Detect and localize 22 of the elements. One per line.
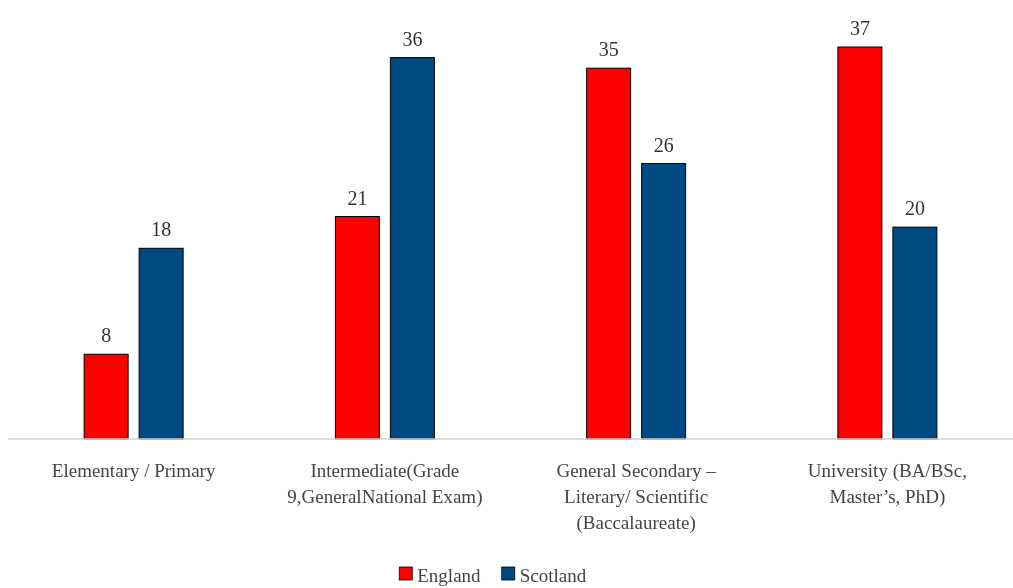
bar xyxy=(334,216,380,440)
x-tick-label: Elementary / Primary xyxy=(51,460,216,481)
legend-label: England xyxy=(417,565,482,586)
bar xyxy=(892,226,938,440)
x-tick-label: General Secondary – Literary/ Scientific (Baccalaureate) xyxy=(556,460,717,534)
bar xyxy=(586,67,632,440)
data-label: 37 xyxy=(849,17,870,39)
data-label: 36 xyxy=(402,27,423,50)
data-label: 26 xyxy=(653,133,674,156)
data-label: 35 xyxy=(598,38,619,61)
data-label: 8 xyxy=(101,324,112,347)
bar xyxy=(641,163,687,440)
legend-label: Scotland xyxy=(519,565,587,586)
data-label: 18 xyxy=(151,218,172,241)
bar xyxy=(389,57,435,440)
bar xyxy=(83,353,129,440)
data-label: 21 xyxy=(347,186,368,209)
bar xyxy=(138,247,184,440)
x-tick-label: University (BA/BSc, Master’s, PhD) xyxy=(807,460,968,508)
x-tick-label: Intermediate(Grade 9,GeneralNational Exam) xyxy=(287,460,483,508)
data-label: 20 xyxy=(904,197,925,220)
bar xyxy=(837,46,883,440)
